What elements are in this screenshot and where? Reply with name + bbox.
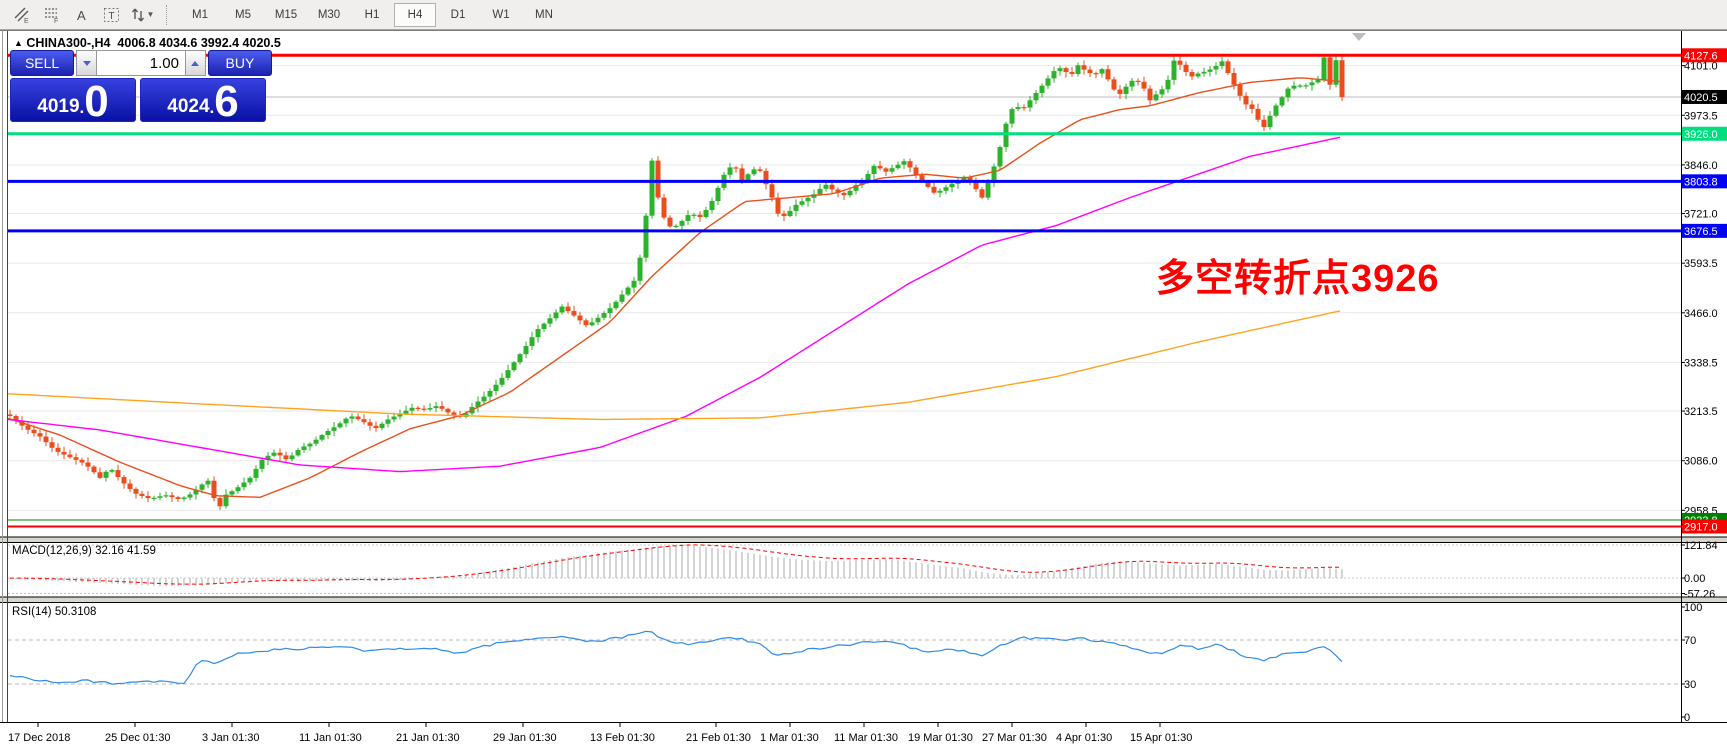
svg-text:0.00: 0.00: [1684, 573, 1705, 585]
svg-text:3213.5: 3213.5: [1684, 406, 1718, 418]
chart-title: CHINA300-,H4: [26, 36, 111, 50]
chart-annotation: 多空转折点3926: [1156, 258, 1440, 300]
svg-text:0: 0: [1684, 712, 1690, 724]
macd-label: MACD(12,26,9) 32.16 41.59: [12, 545, 156, 557]
svg-text:1 Mar 01:30: 1 Mar 01:30: [760, 732, 819, 744]
svg-text:4127.6: 4127.6: [1684, 50, 1718, 62]
svg-text:3973.5: 3973.5: [1684, 110, 1718, 122]
timeframe-button-H1[interactable]: H1: [364, 8, 380, 21]
equidistant-channel-tool-icon[interactable]: E: [8, 3, 36, 27]
svg-text:3803.8: 3803.8: [1684, 176, 1718, 188]
svg-text:T: T: [109, 11, 115, 22]
rsi-label: RSI(14) 50.3108: [12, 606, 97, 618]
svg-text:4 Apr 01:30: 4 Apr 01:30: [1056, 732, 1112, 744]
svg-text:A: A: [77, 8, 86, 23]
volume-decrease-button[interactable]: [76, 50, 97, 76]
volume-increase-button[interactable]: [185, 50, 206, 76]
svg-text:3593.5: 3593.5: [1684, 258, 1718, 270]
buy-price-box[interactable]: 4024. 6: [140, 76, 266, 126]
svg-text:100: 100: [1684, 602, 1702, 614]
candlestick-series: [7, 54, 1345, 511]
svg-text:70: 70: [1684, 635, 1696, 647]
buy-price-big-digit: 6: [214, 76, 239, 126]
svg-text:21 Jan 01:30: 21 Jan 01:30: [396, 732, 460, 744]
arrow-up-icon: [191, 60, 200, 66]
timeframe-button-MN[interactable]: MN: [535, 8, 553, 21]
svg-text:27 Mar 01:30: 27 Mar 01:30: [982, 732, 1047, 744]
svg-text:17 Dec 2018: 17 Dec 2018: [8, 732, 70, 744]
svg-text:4020.5: 4020.5: [1684, 92, 1718, 104]
rsi-line: [9, 630, 1343, 685]
svg-text:3676.5: 3676.5: [1684, 226, 1718, 238]
svg-text:3338.5: 3338.5: [1684, 357, 1718, 369]
svg-text:3466.0: 3466.0: [1684, 308, 1718, 320]
buy-price-main: 4024: [167, 96, 210, 117]
toolbar: E F A T ▼: [0, 0, 1727, 30]
svg-text:30: 30: [1684, 679, 1696, 691]
svg-text:121.84: 121.84: [1684, 540, 1718, 552]
chart-shift-marker-icon[interactable]: [1352, 33, 1366, 41]
svg-text:2917.0: 2917.0: [1684, 521, 1718, 533]
timeframe-button-H4[interactable]: H4: [394, 2, 436, 27]
fibonacci-tool-icon[interactable]: F: [38, 3, 66, 27]
chevron-down-icon: ▼: [146, 10, 155, 19]
svg-text:19 Mar 01:30: 19 Mar 01:30: [908, 732, 973, 744]
price-axis[interactable]: 4101.0 3973.5 3846.0 3721.0 3593.5 3466.0 3338…: [1681, 48, 1727, 724]
svg-text:13 Feb 01:30: 13 Feb 01:30: [590, 732, 655, 744]
svg-text:25 Dec 01:30: 25 Dec 01:30: [105, 732, 170, 744]
timeframe-button-M15[interactable]: M15: [274, 8, 298, 21]
volume-input[interactable]: [97, 50, 185, 76]
time-axis[interactable]: 17 Dec 2018 25 Dec 01:30 3 Jan 01:30 11 Jan…: [8, 723, 1192, 744]
svg-text:3846.0: 3846.0: [1684, 160, 1718, 172]
buy-button[interactable]: BUY: [207, 50, 272, 76]
sell-price-big-digit: 0: [84, 76, 109, 126]
ohlc-values: 4006.8 4034.6 3992.4 4020.5: [117, 36, 281, 50]
svg-text:11 Jan 01:30: 11 Jan 01:30: [299, 732, 362, 744]
symbol-marker-icon: ▲: [14, 38, 23, 48]
panel-splitter[interactable]: [0, 537, 1727, 543]
svg-text:3721.0: 3721.0: [1684, 209, 1718, 221]
ma-medium-line: [7, 136, 1341, 473]
svg-text:3086.0: 3086.0: [1684, 456, 1718, 468]
price-gridlines: [8, 65, 1681, 511]
rsi-panel: [8, 630, 1681, 685]
price-chart[interactable]: 4101.0 3973.5 3846.0 3721.0 3593.5 3466.0 3338…: [0, 30, 1727, 754]
sell-price-main: 4019: [37, 96, 80, 117]
ma-slow-line: [7, 310, 1341, 421]
macd-panel: [8, 544, 1681, 595]
ma-fast-line: [7, 77, 1341, 499]
timeframe-button-W1[interactable]: W1: [492, 8, 510, 21]
macd-signal-line: [10, 544, 1343, 585]
svg-text:3 Jan 01:30: 3 Jan 01:30: [202, 732, 260, 744]
timeframe-button-M1[interactable]: M1: [192, 8, 208, 21]
text-label-tool-icon[interactable]: T: [98, 3, 126, 27]
sell-price-box[interactable]: 4019. 0: [10, 76, 136, 126]
toolbar-separator: [166, 4, 173, 25]
timeframe-button-M30[interactable]: M30: [317, 8, 341, 21]
svg-text:15 Apr 01:30: 15 Apr 01:30: [1130, 732, 1192, 744]
one-click-trading-panel: SELL BUY 4019.0 4024.6: [10, 50, 272, 126]
panel-splitter[interactable]: [0, 597, 1727, 603]
text-tool-icon[interactable]: A: [68, 3, 96, 27]
svg-text:29 Jan 01:30: 29 Jan 01:30: [493, 732, 557, 744]
sell-button[interactable]: SELL: [10, 50, 75, 76]
chart-header: ▲ CHINA300-,H4 4006.8 4034.6 3992.4 4020…: [14, 36, 281, 50]
svg-text:3926.0: 3926.0: [1684, 129, 1718, 141]
svg-text:E: E: [24, 18, 29, 24]
svg-text:-57.26: -57.26: [1684, 589, 1715, 601]
timeframe-button-M5[interactable]: M5: [235, 8, 251, 21]
svg-text:F: F: [54, 18, 58, 24]
svg-text:11 Mar 01:30: 11 Mar 01:30: [834, 732, 898, 744]
arrow-down-icon: [82, 60, 91, 66]
svg-text:4101.0: 4101.0: [1684, 61, 1718, 73]
timeframe-group: M1 M5 M15 M30 H1 H4 D1 W1 MN: [179, 2, 566, 27]
cursor-mode-icon[interactable]: ▼: [128, 3, 156, 27]
svg-text:21 Feb 01:30: 21 Feb 01:30: [686, 732, 751, 744]
timeframe-button-D1[interactable]: D1: [450, 8, 466, 21]
